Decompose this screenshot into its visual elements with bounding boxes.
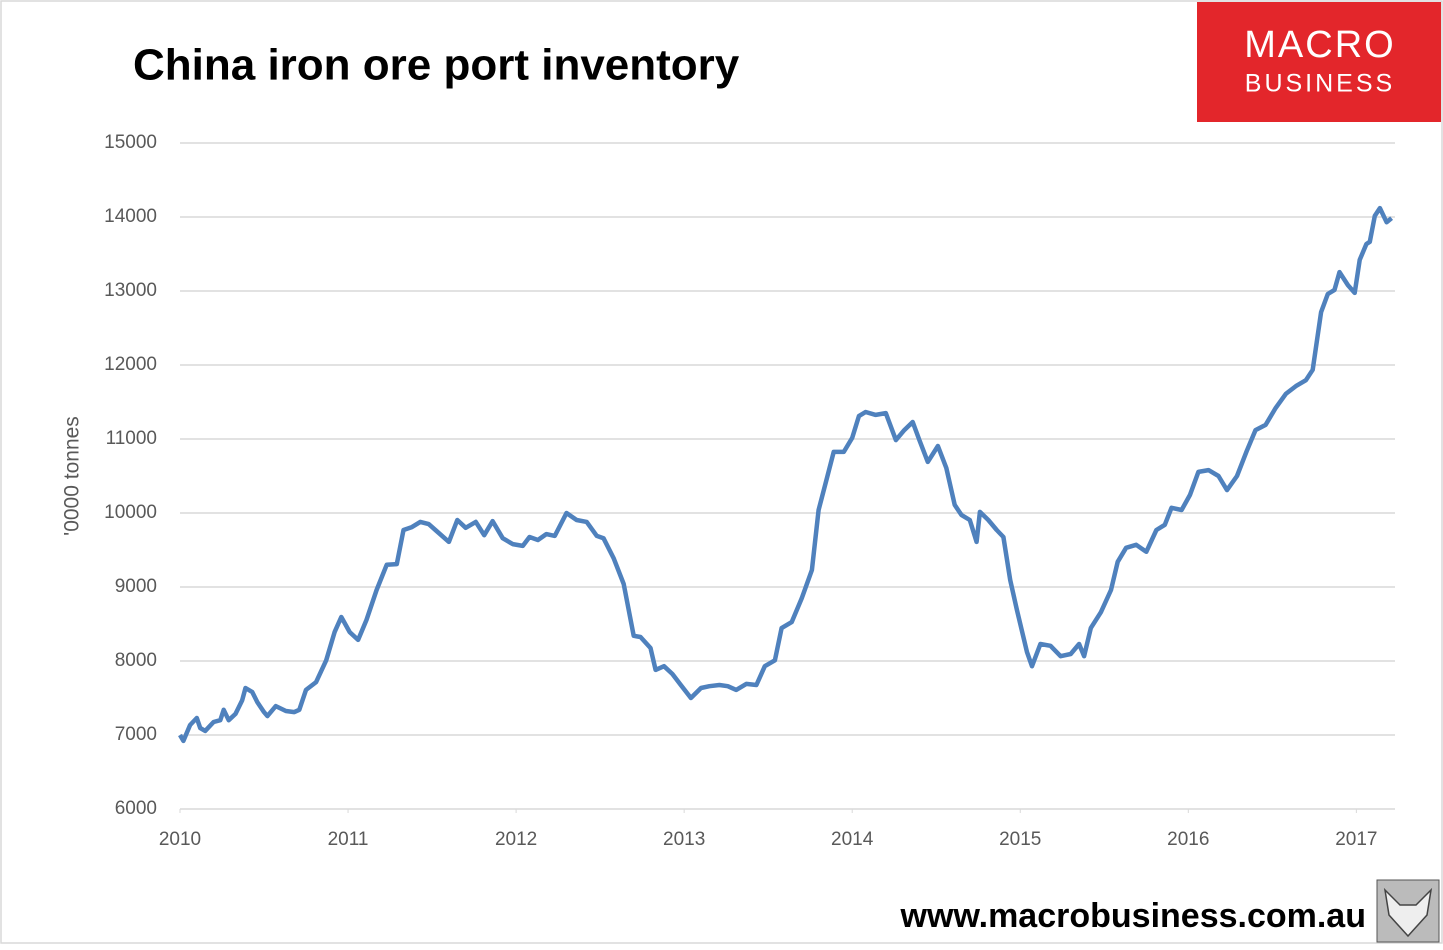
x-tick-label: 2016 (1167, 829, 1209, 850)
website: www.macrobusiness.com.au (900, 897, 1366, 935)
x-tick-label: 2011 (328, 829, 369, 850)
y-tick-label: 13000 (104, 280, 157, 301)
fox-icon-face (1383, 887, 1433, 938)
data-line (178, 205, 1394, 744)
logo-line1: MACRO (1244, 24, 1395, 66)
logo-box (1197, 2, 1441, 122)
x-tick-label: 2010 (159, 829, 201, 850)
y-tick-label: 8000 (115, 650, 157, 671)
x-tick-label: 2014 (831, 829, 874, 850)
x-tick-label: 2015 (999, 829, 1041, 850)
y-tick-label: 12000 (104, 354, 157, 375)
y-tick-label: 10000 (104, 502, 157, 523)
x-tick-label: 2012 (495, 829, 537, 850)
x-tick-label: 2017 (1335, 829, 1377, 850)
logo-line2: BUSINESS (1245, 70, 1395, 98)
y-tick-label: 14000 (104, 206, 157, 227)
y-tick-label: 15000 (104, 132, 157, 153)
y-tick-label: 7000 (115, 724, 157, 745)
y-tick-label: 6000 (115, 798, 157, 819)
y-tick-label: 9000 (115, 576, 157, 597)
y-tick-label: 11000 (106, 428, 157, 449)
chart-title: China iron ore port inventory (133, 41, 740, 90)
x-tick-label: 2013 (663, 829, 705, 850)
y-axis-label: '0000 tonnes (61, 416, 84, 536)
